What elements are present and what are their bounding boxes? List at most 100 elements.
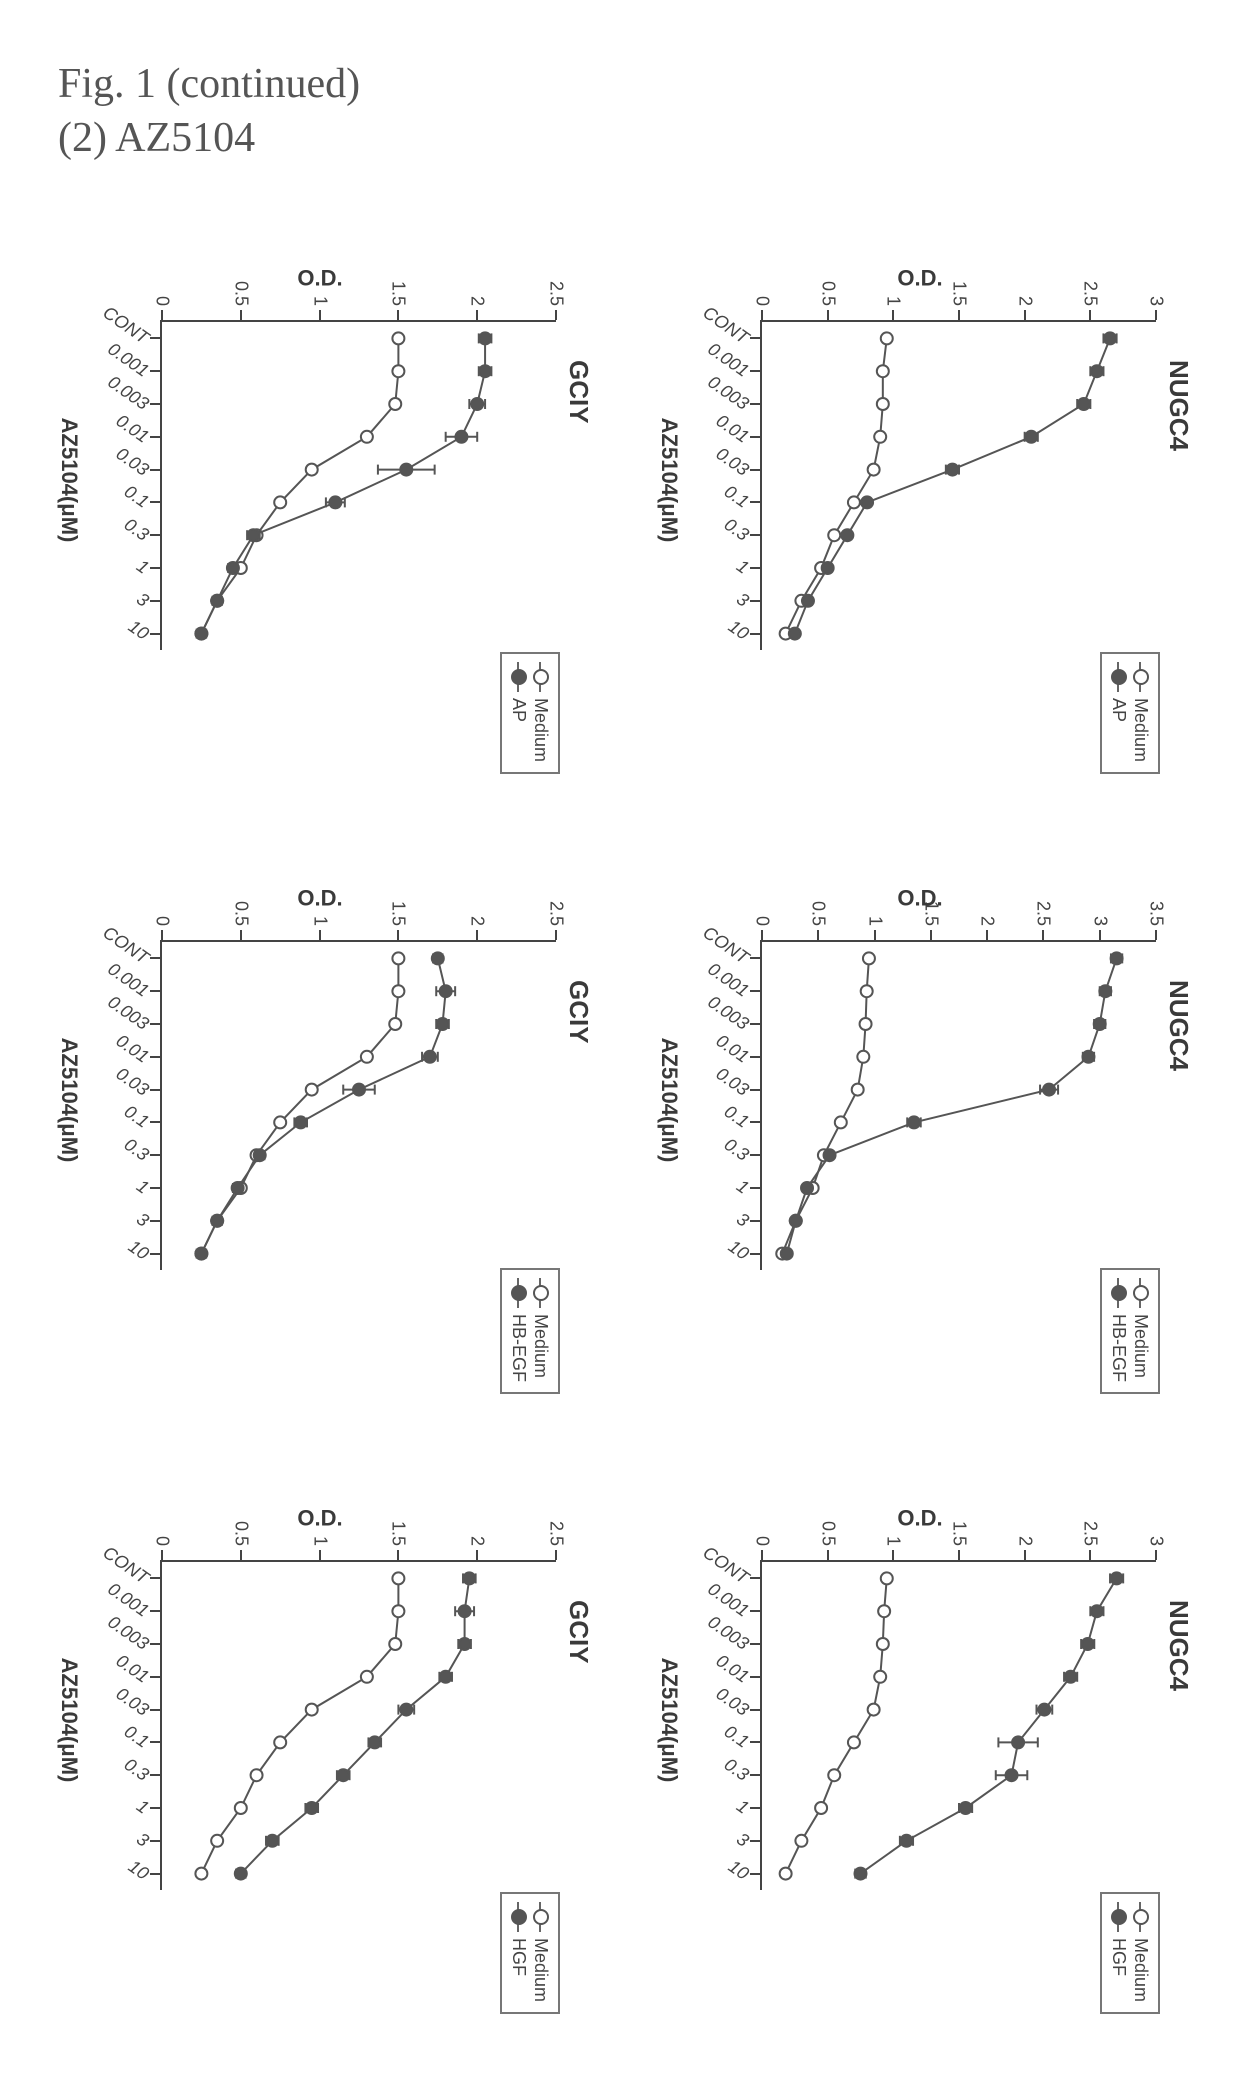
- x-tick-label: 0.3: [720, 1134, 753, 1166]
- open-marker-icon: [389, 1638, 401, 1650]
- open-circle-icon: [533, 1285, 549, 1301]
- y-tick: [1042, 930, 1044, 940]
- y-tick: [240, 930, 242, 940]
- x-tick: [750, 337, 760, 339]
- y-tick-label: 3.5: [1146, 901, 1167, 926]
- y-tick-label: 2: [467, 296, 488, 306]
- x-tick: [150, 1676, 160, 1678]
- x-tick-label: 0.03: [112, 1063, 153, 1100]
- x-tick: [150, 1220, 160, 1222]
- x-tick-label: 0.3: [120, 1134, 153, 1166]
- filled-marker-icon: [400, 1704, 412, 1716]
- open-marker-icon: [863, 952, 875, 964]
- x-tick: [750, 436, 760, 438]
- x-tick-label: 0.03: [112, 1683, 153, 1720]
- x-tick: [150, 1774, 160, 1776]
- x-tick: [750, 1741, 760, 1743]
- open-marker-icon: [195, 1868, 207, 1880]
- open-marker-icon: [860, 1018, 872, 1030]
- x-tick: [150, 633, 160, 635]
- legend-line-icon: [513, 1278, 525, 1308]
- open-marker-icon: [235, 1802, 247, 1814]
- x-tick-label: 0.03: [712, 443, 753, 480]
- y-tick: [958, 1550, 960, 1560]
- y-axis-label: O.D.: [297, 886, 342, 912]
- y-tick-label: 0: [752, 296, 773, 306]
- filled-marker-icon: [479, 332, 491, 344]
- filled-marker-icon: [781, 1248, 793, 1260]
- legend-label: Medium: [1130, 1938, 1152, 2002]
- y-tick: [761, 930, 763, 940]
- series-line: [786, 1578, 887, 1873]
- y-tick: [892, 310, 894, 320]
- x-tick: [750, 1089, 760, 1091]
- y-tick: [161, 1550, 163, 1560]
- filled-marker-icon: [424, 1051, 436, 1063]
- y-tick-label: 1: [864, 916, 885, 926]
- rotated-chart-grid: NUGC4MediumAP00.511.522.53CONT0.0010.003…: [50, 220, 1190, 2020]
- filled-marker-icon: [1025, 431, 1037, 443]
- y-tick-label: 2: [977, 916, 998, 926]
- x-tick-label: 0.03: [112, 443, 153, 480]
- y-tick: [476, 930, 478, 940]
- open-marker-icon: [795, 1835, 807, 1847]
- filled-circle-icon: [511, 1909, 527, 1925]
- y-tick-label: 2.5: [1033, 901, 1054, 926]
- y-tick-label: 0.5: [817, 1521, 838, 1546]
- filled-marker-icon: [802, 595, 814, 607]
- x-tick-label: 0.3: [120, 514, 153, 546]
- legend-item: Medium: [530, 1278, 552, 1382]
- x-tick: [750, 1610, 760, 1612]
- y-tick-label: 0: [152, 1536, 173, 1546]
- open-marker-icon: [857, 1051, 869, 1063]
- x-tick: [150, 1154, 160, 1156]
- filled-marker-icon: [254, 1149, 266, 1161]
- y-tick: [397, 930, 399, 940]
- open-circle-icon: [1133, 1909, 1149, 1925]
- open-circle-icon: [1133, 669, 1149, 685]
- x-tick-label: 0.1: [120, 1101, 153, 1133]
- x-tick-label: 0.3: [720, 514, 753, 546]
- series-svg: [162, 322, 556, 650]
- x-tick: [750, 1873, 760, 1875]
- series-line: [782, 958, 869, 1253]
- y-tick: [161, 930, 163, 940]
- y-tick: [555, 930, 557, 940]
- y-tick-label: 0.5: [808, 901, 829, 926]
- open-marker-icon: [835, 1116, 847, 1128]
- y-tick: [1089, 1550, 1091, 1560]
- y-axis-label: O.D.: [297, 266, 342, 292]
- y-tick: [827, 310, 829, 320]
- open-marker-icon: [868, 464, 880, 476]
- x-tick: [750, 501, 760, 503]
- legend-label: AP: [1108, 698, 1130, 722]
- x-tick-label: 0.1: [720, 1721, 753, 1753]
- series-svg: [162, 1562, 556, 1890]
- chart-panel-gciy-hbegf: GCIYMediumHB-EGF00.511.522.5CONT0.0010.0…: [50, 840, 590, 1400]
- y-tick: [986, 930, 988, 940]
- filled-circle-icon: [511, 669, 527, 685]
- open-marker-icon: [874, 431, 886, 443]
- filled-marker-icon: [211, 1215, 223, 1227]
- x-tick: [750, 600, 760, 602]
- filled-marker-icon: [232, 1182, 244, 1194]
- open-marker-icon: [848, 496, 860, 508]
- filled-marker-icon: [329, 496, 341, 508]
- filled-marker-icon: [1038, 1704, 1050, 1716]
- filled-marker-icon: [1065, 1671, 1077, 1683]
- filled-marker-icon: [235, 1868, 247, 1880]
- filled-marker-icon: [1099, 985, 1111, 997]
- filled-marker-icon: [1006, 1769, 1018, 1781]
- x-tick-label: 0.003: [104, 372, 153, 415]
- x-tick: [750, 1709, 760, 1711]
- y-tick: [1155, 310, 1157, 320]
- legend-line-icon: [513, 1902, 525, 1932]
- y-tick: [240, 1550, 242, 1560]
- y-tick: [397, 1550, 399, 1560]
- x-tick: [150, 957, 160, 959]
- filled-marker-icon: [1078, 398, 1090, 410]
- y-tick: [892, 1550, 894, 1560]
- y-axis-label: O.D.: [897, 1506, 942, 1532]
- x-tick-label: 0.01: [712, 1030, 753, 1067]
- x-axis-label: AZ5104(μM): [656, 840, 682, 1400]
